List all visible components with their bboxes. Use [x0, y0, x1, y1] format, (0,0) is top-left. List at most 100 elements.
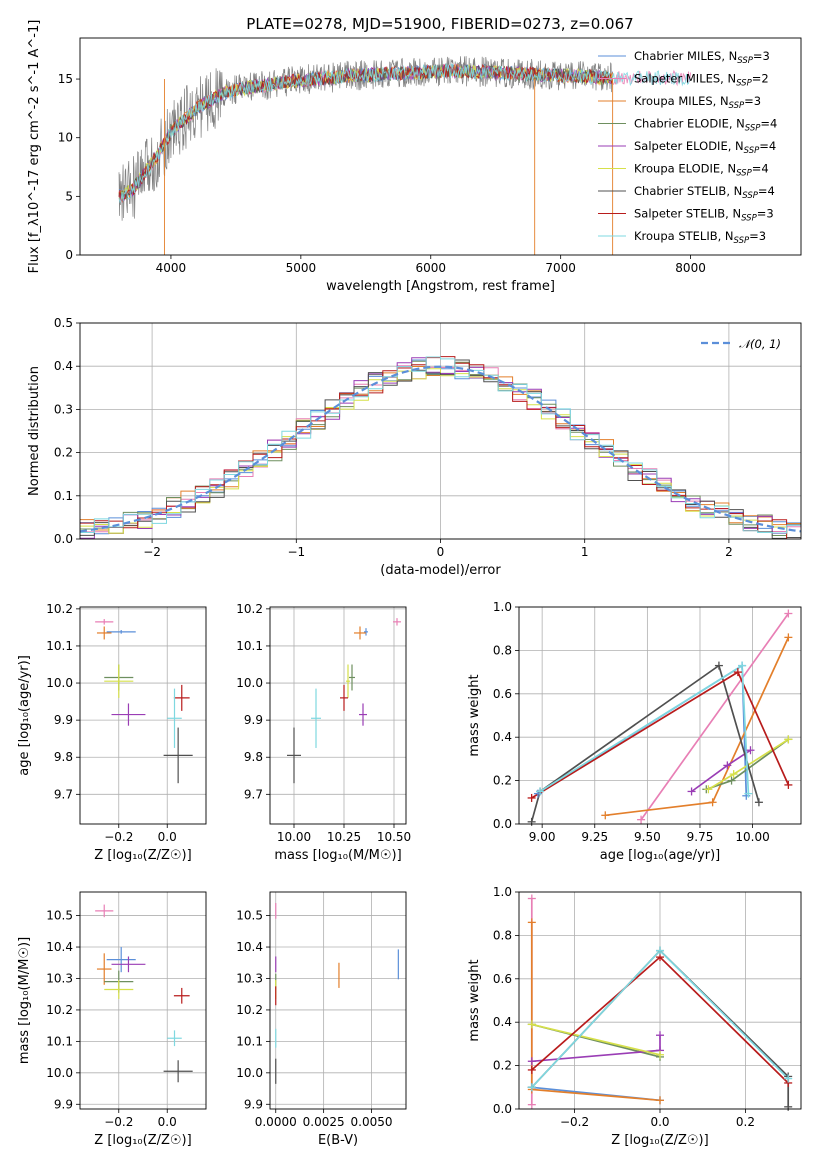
age_vs_Z-ytick-label: 9.9	[54, 713, 73, 727]
errorbar-point-salpeter-miles	[95, 904, 114, 918]
massweight_vs_age-xtick-label: 9.00	[529, 830, 556, 844]
residual-hist-chabrier-stelib	[80, 359, 801, 539]
mass_vs_ebv-plot-area	[275, 903, 399, 1084]
massweight_vs_Z-ytick-label: 0.2	[493, 1059, 512, 1073]
spectrum-xtick-label: 4000	[156, 261, 187, 275]
weight-marker	[714, 661, 723, 670]
legend-label-value: =4	[760, 117, 777, 131]
mass_vs_ebv-ytick-label: 9.9	[244, 1097, 263, 1111]
weight-marker	[744, 789, 753, 798]
massweight_vs_Z-grid	[519, 891, 801, 1110]
weight-marker	[527, 894, 536, 903]
age_vs_Z-frame	[79, 606, 207, 825]
legend-label-text: Chabrier ELODIE, N	[634, 117, 745, 131]
legend-label-sub: SSP	[736, 169, 752, 179]
mass_vs_Z-ytick-label: 9.9	[54, 1097, 73, 1111]
legend-label-sub: SSP	[734, 236, 750, 246]
weight-marker	[656, 1096, 664, 1105]
age_vs_Z-grid	[80, 607, 206, 824]
mass_vs_Z-ytick-label: 10.3	[46, 971, 73, 985]
legend-label-sub: SSP	[742, 191, 758, 201]
age_vs_Z-ytick-label: 9.8	[54, 750, 73, 764]
massweight_vs_age-ytick-label: 0.2	[493, 774, 512, 788]
mass_vs_ebv-xtick-label: 0.0025	[303, 1115, 345, 1129]
weight-marker	[727, 776, 736, 785]
mass_vs_Z-xtick-label: 0.0	[158, 1115, 177, 1129]
age_vs_mass-xtick-label: 10.25	[327, 830, 361, 844]
errorbar-point-salpeter-elodie	[111, 956, 146, 973]
mass_vs_Z-xlabel: Z [log₁₀(Z/Z☉)]	[94, 1133, 191, 1148]
weight-marker	[784, 1074, 793, 1083]
weight-marker	[527, 1020, 536, 1029]
spectrum-ylabel: Flux [f_λ10^-17 erg cm^-2 s^-1 A^-1]	[27, 20, 42, 274]
residuals-ylabel: Normed distribution	[27, 366, 42, 496]
mass_vs_ebv-panel: 0.0000 0.0025 0.0050 9.9 10.0 10.1 10.2 10.3 10.…	[236, 891, 407, 1148]
errorbar-point-kroupa-miles	[354, 626, 366, 640]
mass_vs_ebv-ytick-label: 10.3	[236, 971, 263, 985]
massweight_vs_age-xtick-label: 9.25	[581, 830, 608, 844]
age_vs_mass-ytick-label: 10.1	[236, 639, 263, 653]
age_vs_Z-xlabel: Z [log₁₀(Z/Z☉)]	[94, 848, 191, 863]
weight-marker	[729, 770, 738, 779]
age_vs_mass-xlabel: mass [log₁₀(M/M☉)]	[274, 848, 401, 863]
massweight_vs_Z-ytick-label: 0.8	[493, 928, 512, 942]
weight-line-salpeter-stelib	[531, 670, 790, 799]
age_vs_mass-grid	[270, 607, 406, 824]
legend-label: Salpeter MILES, NSSP=2	[634, 72, 769, 89]
legend-label-value: =4	[759, 139, 776, 153]
errorbar-point-chabrier-miles	[364, 628, 368, 636]
errorbar-point-chabrier-elodie	[349, 664, 355, 691]
spectrum-xlabel: wavelength [Angstrom, rest frame]	[326, 279, 555, 294]
errorbar-point-kroupa-stelib	[311, 688, 321, 748]
mass_vs_ebv-xlabel: E(B-V)	[318, 1133, 358, 1148]
spectrum-xtick-label: 8000	[675, 261, 706, 275]
weight-marker	[536, 787, 545, 796]
residuals-xtick-label: 0	[437, 545, 445, 559]
mass_vs_ebv-ytick-label: 10.2	[236, 1003, 263, 1017]
weight-marker	[656, 946, 664, 955]
errorbar-point-salpeter-elodie	[111, 703, 146, 726]
errorbar-point-kroupa-elodie	[104, 980, 134, 999]
residuals-ytick-label: 0.0	[54, 532, 73, 546]
errorbar-point-chabrier-stelib	[163, 1060, 193, 1083]
residual-hist-kroupa-stelib	[80, 356, 801, 534]
weight-marker	[708, 798, 717, 807]
weight-line-kroupa-miles	[530, 922, 661, 1102]
errorbar-point-kroupa-stelib	[167, 688, 182, 748]
legend-label-sub: SSP	[745, 124, 761, 134]
legend-label-text: Chabrier STELIB, N	[634, 184, 742, 198]
errorbar-point-kroupa-miles	[96, 626, 112, 640]
massweight_vs_age-xtick-label: 9.50	[634, 830, 661, 844]
mass_vs_ebv-ytick-label: 10.5	[236, 909, 263, 923]
legend-label-sub: SSP	[741, 214, 757, 224]
errorbar-point-salpeter-elodie	[359, 703, 367, 726]
legend-label: Kroupa ELODIE, NSSP=4	[634, 162, 769, 179]
residuals-xtick-label: 2	[725, 545, 733, 559]
mass_vs_Z-ytick-label: 10.2	[46, 1003, 73, 1017]
weight-line-salpeter-miles	[640, 613, 790, 821]
legend-label-sub: SSP	[729, 101, 745, 111]
errorbar-point-kroupa-miles	[96, 953, 112, 985]
age_vs_Z-ylabel: age [log₁₀(age/yr)]	[17, 655, 32, 776]
massweight_vs_Z-xlabel: Z [log₁₀(Z/Z☉)]	[611, 1133, 708, 1148]
mass_vs_ebv-xtick-label: 0.0050	[351, 1115, 393, 1129]
weight-marker	[527, 1065, 536, 1074]
legend-label-text: Kroupa STELIB, N	[634, 229, 734, 243]
massweight_vs_Z-ylabel: mass weight	[467, 959, 482, 1041]
spectrum-model-kroupa-stelib	[118, 62, 692, 204]
massweight_vs_age-ytick-label: 1.0	[493, 600, 512, 614]
legend-label-value: =3	[749, 229, 766, 243]
mass_vs_ebv-ytick-label: 10.4	[236, 940, 263, 954]
age_vs_Z-plot-area	[95, 619, 193, 784]
mass_vs_Z-frame	[79, 891, 207, 1110]
weight-marker	[527, 1083, 536, 1092]
legend-label: Chabrier STELIB, NSSP=4	[634, 184, 775, 201]
spectrum-ytick-label: 15	[58, 72, 73, 86]
weight-marker	[723, 761, 732, 770]
errorbar-point-chabrier-stelib	[163, 727, 193, 784]
massweight_vs_age-plot-area	[530, 613, 790, 823]
residuals-xtick-label: −2	[143, 545, 161, 559]
massweight_vs_Z-xtick-label: 0.2	[736, 1115, 755, 1129]
errorbar-point-chabrier-miles	[106, 629, 136, 634]
